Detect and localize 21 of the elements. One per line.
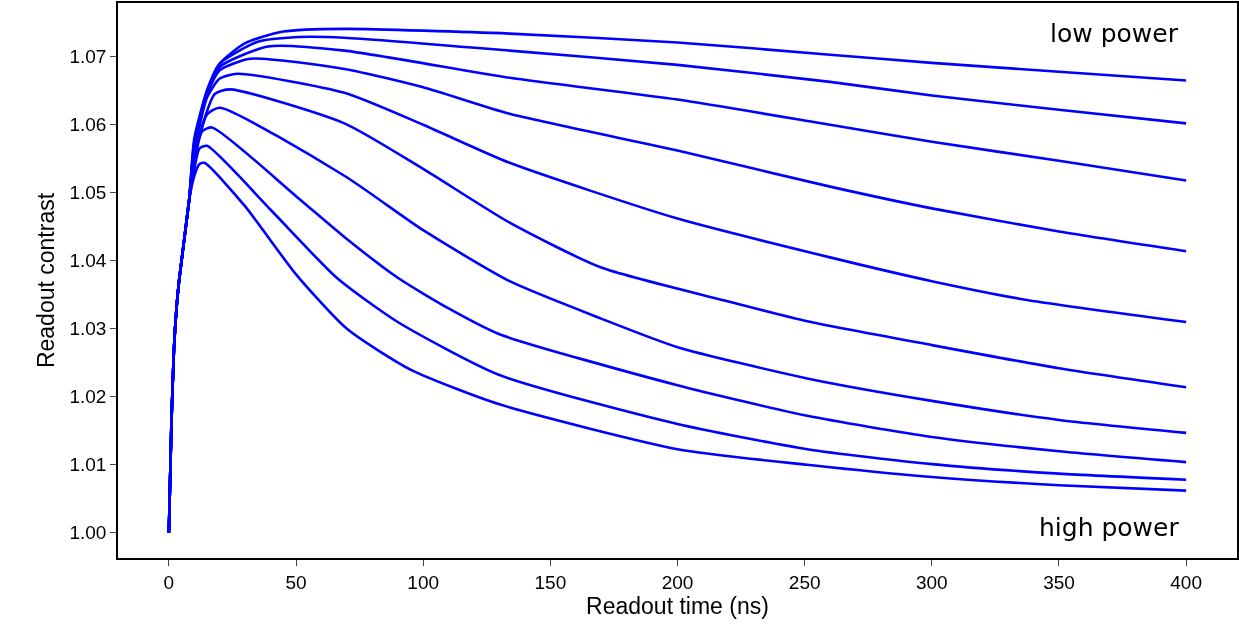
x-tick-label: 300	[915, 571, 948, 593]
x-axis-title: Readout time (ns)	[586, 592, 769, 619]
x-tick-label: 350	[1043, 571, 1075, 593]
x-tick-label: 150	[534, 571, 567, 593]
y-tick-label: 1.05	[69, 182, 107, 204]
x-tick-label: 400	[1170, 571, 1202, 593]
x-tick-label: 0	[163, 571, 175, 593]
x-tick-label: 50	[285, 571, 307, 593]
annotation: low power	[1050, 19, 1179, 48]
y-tick-label: 1.04	[69, 250, 107, 272]
y-tick-label: 1.03	[69, 318, 107, 340]
y-tick-label: 1.07	[69, 46, 107, 68]
y-tick-label: 1.01	[69, 454, 107, 476]
annotation: high power	[1039, 513, 1180, 542]
y-tick-label: 1.00	[69, 522, 107, 544]
x-tick-label: 100	[407, 571, 440, 593]
y-axis-title: Readout contrast	[33, 192, 60, 369]
y-tick-label: 1.02	[69, 386, 107, 408]
x-tick-label: 250	[788, 571, 821, 593]
x-tick-label: 200	[661, 571, 694, 593]
y-tick-label: 1.06	[69, 114, 107, 136]
